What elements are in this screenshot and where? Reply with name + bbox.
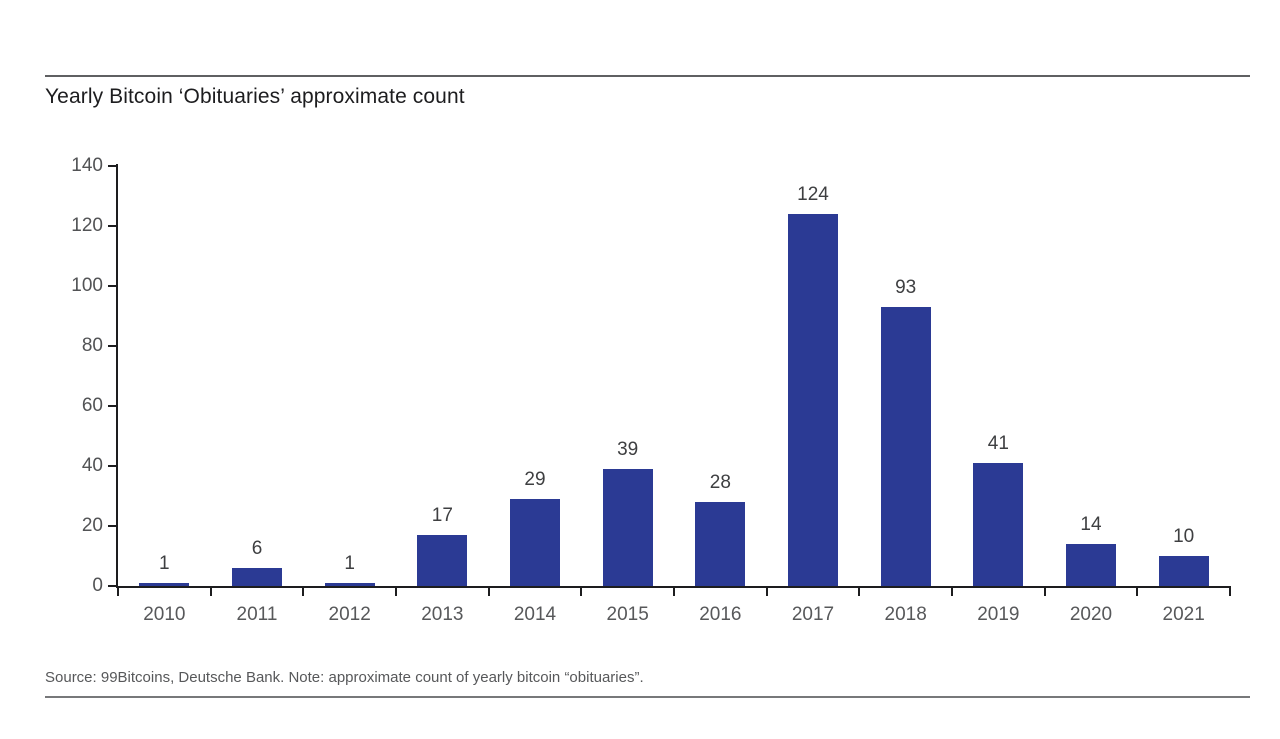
- x-axis-tick-label: 2016: [699, 604, 742, 625]
- y-axis-tick: [108, 225, 116, 227]
- y-axis-tick: [108, 525, 116, 527]
- bar-value-label: 6: [251, 538, 263, 559]
- bar: [602, 469, 653, 586]
- x-axis-tick: [117, 588, 119, 596]
- bar: [139, 583, 190, 586]
- bar-value-label: 29: [524, 469, 546, 490]
- x-axis-tick: [673, 588, 675, 596]
- y-axis-line: [116, 164, 118, 588]
- top-divider: [45, 75, 1250, 77]
- x-axis-tick-label: 2014: [513, 604, 557, 625]
- bar-value-label: 124: [797, 184, 829, 205]
- bar: [1158, 556, 1209, 586]
- x-axis-tick: [487, 588, 490, 596]
- x-axis-tick: [858, 588, 861, 596]
- y-axis-tick: [108, 285, 116, 287]
- y-axis-tick-label: 0: [92, 575, 103, 596]
- x-axis-tick: [1229, 588, 1231, 596]
- x-axis-tick-label: 2011: [236, 604, 278, 625]
- bar: [510, 499, 560, 586]
- bar: [788, 214, 838, 586]
- bar-value-label: 14: [1080, 514, 1102, 535]
- y-axis-tick-label: 120: [71, 215, 103, 236]
- x-axis-tick-label: 2020: [1069, 604, 1113, 625]
- y-axis-tick-label: 80: [81, 335, 103, 356]
- y-axis-tick-label: 140: [71, 155, 103, 176]
- bar-value-label: 93: [895, 277, 917, 298]
- x-axis-line: [116, 586, 1231, 588]
- bottom-divider: [45, 696, 1250, 698]
- x-axis-tick: [302, 588, 305, 596]
- y-axis-tick-label: 20: [81, 515, 103, 536]
- x-axis-tick: [765, 588, 768, 596]
- x-axis-tick-label: 2018: [884, 604, 927, 625]
- bar: [973, 463, 1024, 586]
- x-axis-tick-label: 2019: [977, 604, 1020, 625]
- bar-value-label: 41: [987, 433, 1009, 454]
- x-axis-tick: [209, 588, 212, 596]
- bar-value-label: 39: [617, 439, 639, 460]
- y-axis-tick: [108, 585, 116, 587]
- bar-value-label: 1: [159, 553, 170, 574]
- x-axis-tick: [951, 588, 953, 596]
- bar-value-label: 28: [709, 472, 731, 493]
- x-axis-tick: [1136, 588, 1139, 596]
- bar-value-label: 1: [344, 553, 355, 574]
- x-axis-tick-label: 2017: [791, 604, 835, 625]
- x-axis-tick-label: 2012: [328, 604, 371, 625]
- y-axis-tick-label: 100: [71, 275, 103, 296]
- bar: [417, 535, 468, 586]
- x-axis-tick: [395, 588, 397, 596]
- y-axis-tick: [108, 165, 116, 167]
- bar: [232, 568, 282, 586]
- bar-value-label: 10: [1173, 526, 1195, 547]
- bar: [880, 307, 931, 586]
- x-axis-tick: [1043, 588, 1046, 596]
- source-note: Source: 99Bitcoins, Deutsche Bank. Note:…: [45, 669, 644, 686]
- y-axis-tick-label: 60: [81, 395, 103, 416]
- y-axis-tick: [108, 405, 116, 407]
- y-axis-tick-label: 40: [81, 455, 103, 476]
- bar-value-label: 17: [431, 505, 453, 526]
- x-axis-tick: [580, 588, 583, 596]
- x-axis-tick-label: 2010: [143, 604, 186, 625]
- chart-title: Yearly Bitcoin ‘Obituaries’ approximate …: [45, 85, 465, 108]
- x-axis-tick-label: 2015: [606, 604, 649, 625]
- y-axis-tick: [108, 345, 116, 347]
- y-axis-tick: [108, 465, 116, 467]
- bar: [324, 583, 375, 586]
- bar: [695, 502, 746, 586]
- bar: [1066, 544, 1116, 586]
- x-axis-tick-label: 2013: [421, 604, 464, 625]
- x-axis-tick-label: 2021: [1162, 604, 1205, 625]
